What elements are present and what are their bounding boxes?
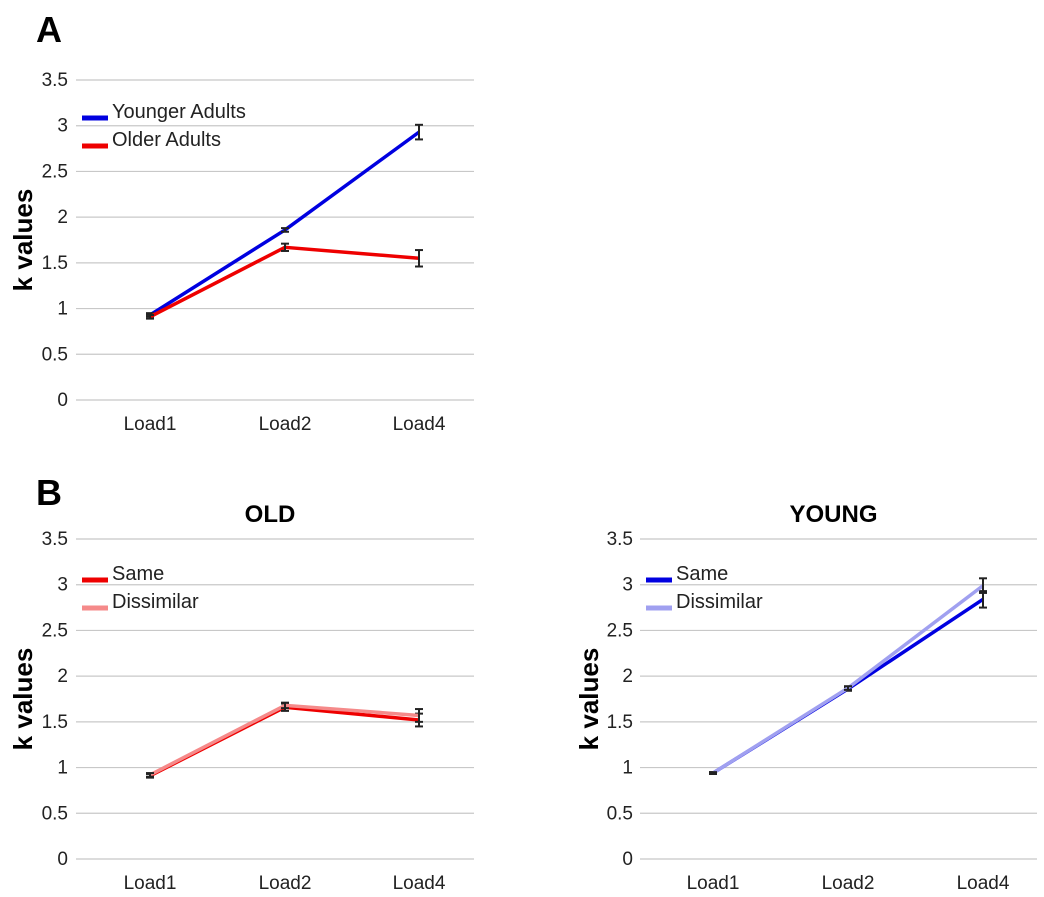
y-tick-label: 3.5 <box>42 529 68 550</box>
x-tick-label: Load4 <box>393 873 446 894</box>
y-tick-label: 2.5 <box>607 620 633 641</box>
series-line-dissimilar <box>712 584 985 775</box>
series-line-younger-adults <box>149 130 421 317</box>
y-tick-label: 2 <box>57 666 68 687</box>
legend-label: Dissimilar <box>676 591 763 613</box>
chart-old: 0 0.5 1 1.5 2 2.5 3 3.5 Load1 Load2 Load4 k values O… <box>8 501 474 894</box>
y-tick-label: 2.5 <box>42 620 68 641</box>
y-tick-label: 2.5 <box>42 161 68 182</box>
legend-label: Younger Adults <box>112 101 246 123</box>
y-tick-label: 3 <box>622 575 633 596</box>
series-line-same <box>149 705 420 778</box>
y-tick-label: 1.5 <box>42 253 68 274</box>
chart-younger-vs-older: 0 0.5 1 1.5 2 2.5 3 3.5 Load1 Load2 Load4 k values Y… <box>8 70 474 435</box>
y-tick-label: 0 <box>57 390 68 411</box>
x-tick-label: Load1 <box>124 414 177 435</box>
chart-title: YOUNG <box>789 501 877 528</box>
x-tick-label: Load2 <box>259 414 312 435</box>
x-tick-label: Load1 <box>124 873 177 894</box>
y-tick-label: 0.5 <box>42 803 68 824</box>
x-tick-label: Load2 <box>259 873 312 894</box>
y-tick-label: 0.5 <box>607 803 633 824</box>
y-tick-label: 2 <box>57 207 68 228</box>
y-tick-label: 1 <box>57 758 68 779</box>
legend-label: Same <box>112 563 164 585</box>
y-tick-label: 1.5 <box>607 712 633 733</box>
x-tick-label: Load4 <box>957 873 1010 894</box>
x-tick-label: Load4 <box>393 414 446 435</box>
legend-label: Older Adults <box>112 129 221 151</box>
legend-label: Same <box>676 563 728 585</box>
y-tick-label: 0 <box>57 849 68 870</box>
panel-letter-a: A <box>36 9 62 50</box>
chart-title: OLD <box>245 501 296 528</box>
series-line-older-adults <box>149 245 420 319</box>
y-tick-label: 2 <box>622 666 633 687</box>
y-tick-label: 1 <box>622 758 633 779</box>
y-axis-label: k values <box>574 648 604 751</box>
y-tick-label: 3 <box>57 116 68 137</box>
y-tick-label: 3.5 <box>42 70 68 91</box>
y-tick-label: 3.5 <box>607 529 633 550</box>
x-tick-label: Load2 <box>822 873 875 894</box>
panel-letter-b: B <box>36 472 62 513</box>
x-tick-label: Load1 <box>687 873 740 894</box>
y-tick-label: 1.5 <box>42 712 68 733</box>
y-axis-label: k values <box>8 648 38 751</box>
y-axis-label: k values <box>8 189 38 292</box>
y-tick-label: 3 <box>57 575 68 596</box>
y-tick-label: 1 <box>57 299 68 320</box>
y-tick-label: 0 <box>622 849 633 870</box>
y-tick-label: 0.5 <box>42 344 68 365</box>
chart-young: 0 0.5 1 1.5 2 2.5 3 3.5 Load1 Load2 Load4 k values Y… <box>574 501 1037 894</box>
legend-label: Dissimilar <box>112 591 199 613</box>
